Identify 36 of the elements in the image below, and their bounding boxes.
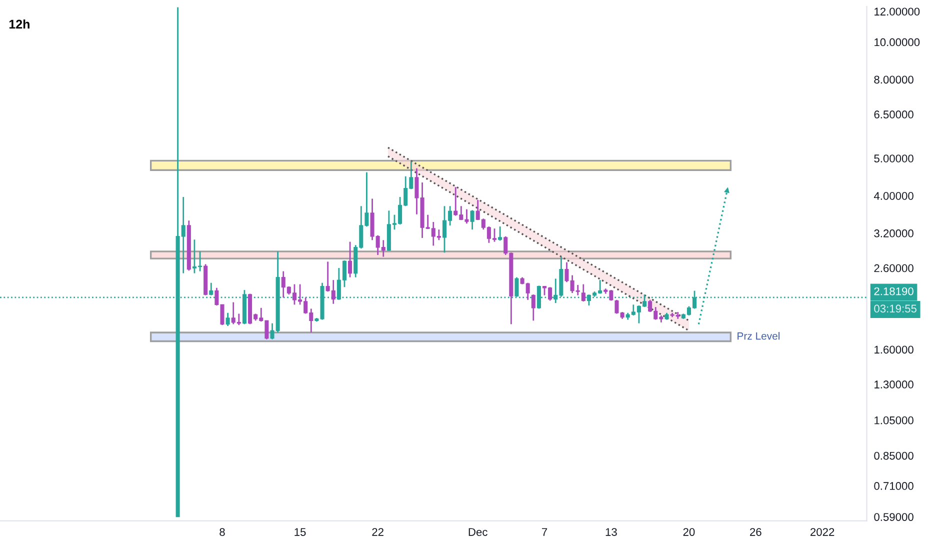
y-tick-label: 12.00000: [874, 8, 920, 16]
candlestick: [531, 294, 536, 322]
y-tick-label: 1.30000: [874, 380, 914, 388]
ref-line-label: 2.18190: [874, 287, 914, 296]
y-tick-label: 2.60000: [874, 264, 914, 272]
candlestick: [470, 209, 474, 230]
y-tick-label: 0.85000: [874, 452, 914, 460]
candlestick: [564, 262, 569, 283]
candlestick: [414, 168, 419, 216]
candlestick: [348, 241, 352, 278]
y-tick-label: 6.50000: [874, 110, 914, 118]
y-tick-label: 8.00000: [874, 76, 914, 84]
candlestick: [226, 312, 230, 327]
x-tick-label: 13: [606, 528, 617, 536]
candlestick: [498, 226, 502, 242]
candlestick: [581, 284, 586, 302]
y-tick-label: 5.00000: [874, 154, 914, 162]
x-tick-label: 8: [220, 528, 225, 536]
candlestick: [614, 299, 619, 314]
y-tick-label: 0.59000: [874, 513, 914, 521]
text: 12h: [9, 19, 30, 29]
x-tick-label: 20: [683, 528, 695, 536]
y-tick-label: 4.00000: [874, 192, 914, 200]
y-tick-label: 3.20000: [874, 229, 914, 238]
x-tick-label: Dec: [468, 528, 488, 536]
y-tick-label: 1.05000: [874, 416, 914, 424]
x-tick-label: 7: [542, 528, 548, 536]
y-tick-label: 10.00000: [874, 38, 920, 46]
y-tick-label: 0.71000: [874, 482, 914, 490]
x-tick-label: 26: [750, 528, 762, 536]
x-tick-label: 15: [294, 528, 306, 536]
y-tick-label: 1.60000: [874, 346, 914, 354]
text: 03:19:55: [874, 304, 916, 313]
x-tick-label: 2022: [810, 528, 834, 536]
x-tick-label: 22: [372, 528, 384, 536]
band-label: Prz Level: [738, 332, 780, 340]
